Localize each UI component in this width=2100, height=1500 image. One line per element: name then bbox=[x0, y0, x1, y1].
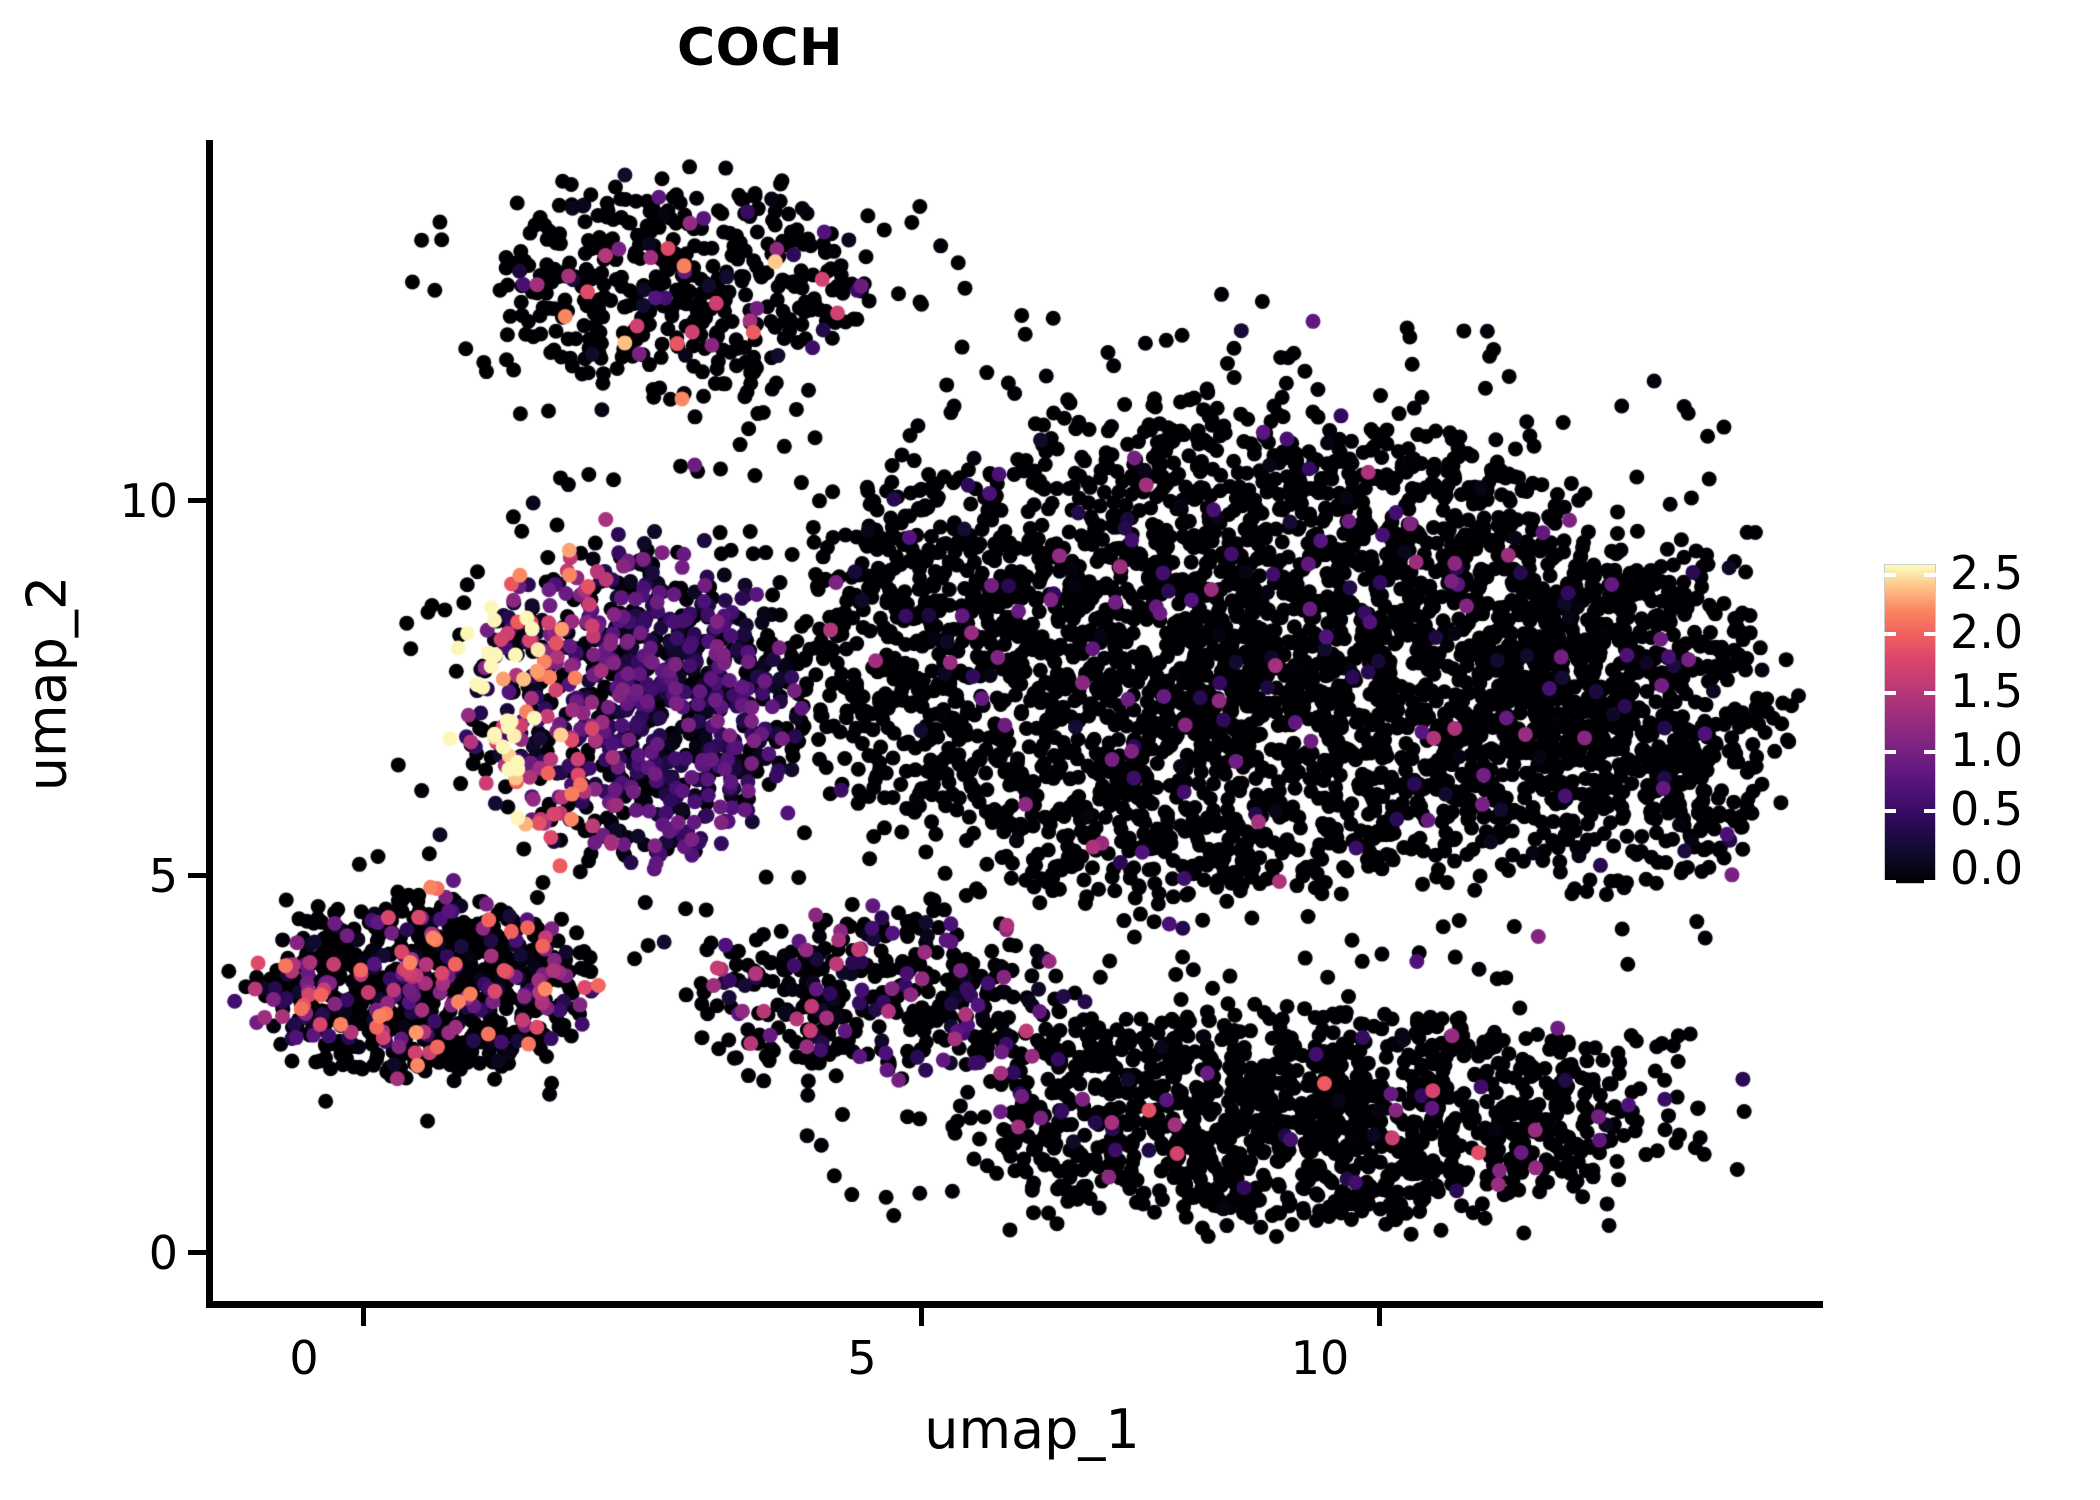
colorbar-tick-0-5-left bbox=[1884, 809, 1896, 813]
x-tick-label-5: 5 bbox=[847, 1331, 877, 1385]
x-tick-label-0: 0 bbox=[289, 1331, 319, 1385]
colorbar-tick-2-0-right bbox=[1924, 632, 1936, 636]
scatter-plot-canvas bbox=[212, 140, 1852, 1305]
y-tick-mark-10 bbox=[188, 498, 206, 503]
colorbar-gradient bbox=[1884, 564, 1936, 884]
y-tick-mark-0 bbox=[188, 1250, 206, 1255]
colorbar-label-1-5: 1.5 bbox=[1950, 664, 2024, 718]
colorbar-tick-0-0-left bbox=[1884, 880, 1896, 884]
y-axis-spine bbox=[206, 140, 213, 1308]
colorbar-tick-0-0-right bbox=[1924, 880, 1936, 884]
x-axis-spine bbox=[206, 1301, 1823, 1308]
x-tick-label-10: 10 bbox=[1290, 1331, 1350, 1385]
y-tick-label-5: 5 bbox=[148, 849, 178, 903]
y-tick-label-0: 0 bbox=[148, 1226, 178, 1280]
y-tick-label-10: 10 bbox=[119, 474, 178, 528]
colorbar-label-0-5: 0.5 bbox=[1950, 782, 2024, 836]
colorbar-label-2-0: 2.0 bbox=[1950, 605, 2024, 659]
colorbar-tick-1-5-left bbox=[1884, 691, 1896, 695]
x-tick-mark-5 bbox=[919, 1308, 924, 1326]
colorbar-tick-2-0-left bbox=[1884, 632, 1896, 636]
colorbar-tick-0-5-right bbox=[1924, 809, 1936, 813]
y-axis-label: umap_2 bbox=[15, 575, 79, 792]
x-axis-label: umap_1 bbox=[924, 1398, 1140, 1461]
x-tick-mark-0 bbox=[361, 1308, 366, 1326]
colorbar-tick-2-5-left bbox=[1884, 573, 1896, 577]
x-tick-mark-10 bbox=[1377, 1308, 1382, 1326]
colorbar-tick-2-5-right bbox=[1924, 573, 1936, 577]
colorbar-label-2-5: 2.5 bbox=[1950, 546, 2024, 600]
colorbar-tick-1-5-right bbox=[1924, 691, 1936, 695]
colorbar: 2.5 2.0 1.5 1.0 0.5 0.0 bbox=[1884, 546, 2023, 895]
colorbar-label-1-0: 1.0 bbox=[1950, 723, 2024, 777]
colorbar-tick-1-0-right bbox=[1924, 750, 1936, 754]
y-tick-mark-5 bbox=[188, 873, 206, 878]
colorbar-label-0-0: 0.0 bbox=[1950, 841, 2024, 895]
page-title: COCH bbox=[676, 18, 844, 78]
colorbar-tick-1-0-left bbox=[1884, 750, 1896, 754]
